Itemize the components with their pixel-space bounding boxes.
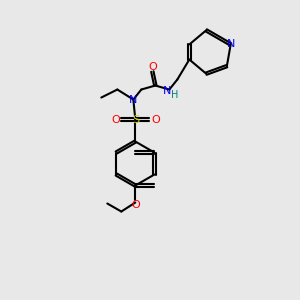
Text: O: O [151, 115, 160, 124]
Text: O: O [148, 61, 157, 71]
Text: N: N [226, 40, 235, 50]
Text: O: O [111, 115, 120, 124]
Text: H: H [171, 89, 178, 100]
Text: O: O [131, 200, 140, 209]
Text: N: N [163, 85, 172, 95]
Text: S: S [132, 115, 139, 124]
Text: N: N [129, 94, 137, 104]
